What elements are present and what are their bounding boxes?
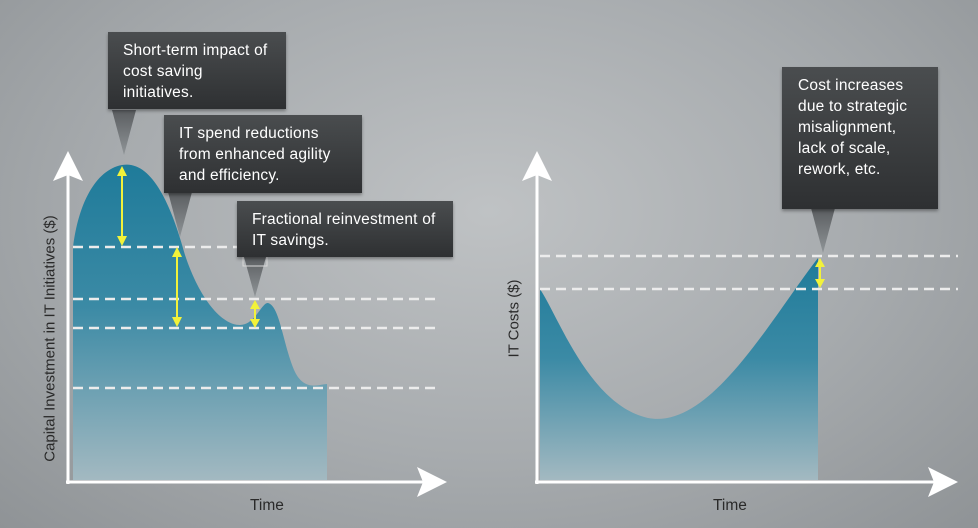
- right-cost-area: [540, 258, 818, 480]
- left-investment-area: [73, 164, 327, 480]
- left-arrow-3: [250, 300, 260, 328]
- left-arrow-1: [117, 166, 127, 246]
- left-x-axis-label: Time: [250, 497, 284, 514]
- right-y-axis-label: IT Costs ($): [505, 279, 523, 358]
- right-x-axis-label: Time: [713, 497, 747, 514]
- callout-pointer-2: [168, 192, 192, 237]
- callout-pointer-1: [112, 110, 136, 155]
- callout-short-term-impact: Short-term impact of cost saving initiat…: [108, 32, 286, 109]
- callout-pointer-3: [244, 257, 266, 297]
- callout-pointer-4: [811, 208, 835, 253]
- callout-fractional-reinvestment: Fractional reinvestment of IT savings.: [237, 201, 453, 257]
- left-y-axis-label: Capital Investment in IT Initiatives ($): [41, 215, 59, 462]
- callout-it-spend-reductions: IT spend reductions from enhanced agilit…: [164, 115, 362, 193]
- right-arrow-1: [815, 258, 825, 288]
- left-arrow-2: [172, 247, 182, 327]
- callout-cost-increases: Cost increases due to strategic misalign…: [782, 67, 938, 209]
